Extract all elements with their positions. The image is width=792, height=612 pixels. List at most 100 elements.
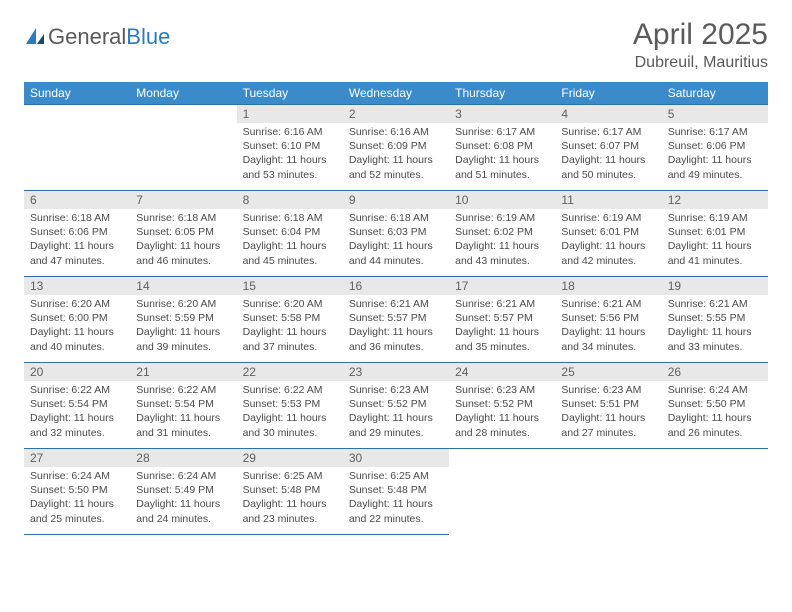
daylight-text: Daylight: 11 hours <box>668 239 762 253</box>
daylight-text: Daylight: 11 hours <box>349 153 443 167</box>
sunset-text: Sunset: 5:54 PM <box>136 397 230 411</box>
calendar-cell: 16Sunrise: 6:21 AMSunset: 5:57 PMDayligh… <box>343 277 449 363</box>
day-details: Sunrise: 6:17 AMSunset: 6:07 PMDaylight:… <box>555 123 661 186</box>
day-details: Sunrise: 6:24 AMSunset: 5:49 PMDaylight:… <box>130 467 236 530</box>
daylight-text: Daylight: 11 hours <box>561 411 655 425</box>
calendar-cell <box>555 449 661 535</box>
day-details: Sunrise: 6:19 AMSunset: 6:01 PMDaylight:… <box>555 209 661 272</box>
calendar-cell: 25Sunrise: 6:23 AMSunset: 5:51 PMDayligh… <box>555 363 661 449</box>
sunset-text: Sunset: 5:50 PM <box>30 483 124 497</box>
sunrise-text: Sunrise: 6:24 AM <box>668 383 762 397</box>
sunrise-text: Sunrise: 6:17 AM <box>455 125 549 139</box>
sunrise-text: Sunrise: 6:20 AM <box>30 297 124 311</box>
day-number: 21 <box>130 363 236 381</box>
calendar-cell: 26Sunrise: 6:24 AMSunset: 5:50 PMDayligh… <box>662 363 768 449</box>
daylight-text: Daylight: 11 hours <box>243 497 337 511</box>
weekday-header: Saturday <box>662 82 768 105</box>
day-details: Sunrise: 6:22 AMSunset: 5:54 PMDaylight:… <box>130 381 236 444</box>
daylight-text: Daylight: 11 hours <box>30 325 124 339</box>
calendar-cell: 29Sunrise: 6:25 AMSunset: 5:48 PMDayligh… <box>237 449 343 535</box>
weekday-header: Friday <box>555 82 661 105</box>
day-details: Sunrise: 6:23 AMSunset: 5:52 PMDaylight:… <box>343 381 449 444</box>
day-number: 28 <box>130 449 236 467</box>
daylight-text: Daylight: 11 hours <box>243 239 337 253</box>
sunset-text: Sunset: 5:52 PM <box>455 397 549 411</box>
daylight-text-2: and 40 minutes. <box>30 340 124 354</box>
daylight-text: Daylight: 11 hours <box>136 325 230 339</box>
weekday-header: Wednesday <box>343 82 449 105</box>
day-details: Sunrise: 6:23 AMSunset: 5:52 PMDaylight:… <box>449 381 555 444</box>
calendar-cell <box>24 105 130 191</box>
daylight-text-2: and 36 minutes. <box>349 340 443 354</box>
day-details: Sunrise: 6:19 AMSunset: 6:01 PMDaylight:… <box>662 209 768 272</box>
sunset-text: Sunset: 5:51 PM <box>561 397 655 411</box>
sunrise-text: Sunrise: 6:23 AM <box>455 383 549 397</box>
weekday-header-row: Sunday Monday Tuesday Wednesday Thursday… <box>24 82 768 105</box>
sunrise-text: Sunrise: 6:17 AM <box>668 125 762 139</box>
calendar-cell: 5Sunrise: 6:17 AMSunset: 6:06 PMDaylight… <box>662 105 768 191</box>
sunrise-text: Sunrise: 6:18 AM <box>136 211 230 225</box>
day-number: 8 <box>237 191 343 209</box>
daylight-text-2: and 29 minutes. <box>349 426 443 440</box>
calendar-row: 20Sunrise: 6:22 AMSunset: 5:54 PMDayligh… <box>24 363 768 449</box>
daylight-text-2: and 44 minutes. <box>349 254 443 268</box>
calendar-cell: 27Sunrise: 6:24 AMSunset: 5:50 PMDayligh… <box>24 449 130 535</box>
weekday-header: Monday <box>130 82 236 105</box>
sunset-text: Sunset: 5:59 PM <box>136 311 230 325</box>
day-details: Sunrise: 6:21 AMSunset: 5:55 PMDaylight:… <box>662 295 768 358</box>
sunset-text: Sunset: 6:00 PM <box>30 311 124 325</box>
daylight-text-2: and 43 minutes. <box>455 254 549 268</box>
logo: GeneralBlue <box>24 18 170 50</box>
sunset-text: Sunset: 6:07 PM <box>561 139 655 153</box>
calendar-cell: 18Sunrise: 6:21 AMSunset: 5:56 PMDayligh… <box>555 277 661 363</box>
daylight-text-2: and 25 minutes. <box>30 512 124 526</box>
daylight-text-2: and 37 minutes. <box>243 340 337 354</box>
daylight-text-2: and 53 minutes. <box>243 168 337 182</box>
sunrise-text: Sunrise: 6:19 AM <box>668 211 762 225</box>
day-details: Sunrise: 6:17 AMSunset: 6:08 PMDaylight:… <box>449 123 555 186</box>
day-details: Sunrise: 6:16 AMSunset: 6:09 PMDaylight:… <box>343 123 449 186</box>
day-details: Sunrise: 6:21 AMSunset: 5:57 PMDaylight:… <box>449 295 555 358</box>
sunrise-text: Sunrise: 6:21 AM <box>668 297 762 311</box>
daylight-text-2: and 45 minutes. <box>243 254 337 268</box>
daylight-text-2: and 51 minutes. <box>455 168 549 182</box>
day-details: Sunrise: 6:20 AMSunset: 5:58 PMDaylight:… <box>237 295 343 358</box>
day-number: 5 <box>662 105 768 123</box>
sunset-text: Sunset: 5:58 PM <box>243 311 337 325</box>
daylight-text-2: and 32 minutes. <box>30 426 124 440</box>
daylight-text-2: and 42 minutes. <box>561 254 655 268</box>
daylight-text: Daylight: 11 hours <box>349 239 443 253</box>
day-number: 22 <box>237 363 343 381</box>
logo-part1: General <box>48 24 126 49</box>
daylight-text: Daylight: 11 hours <box>30 239 124 253</box>
calendar-cell: 6Sunrise: 6:18 AMSunset: 6:06 PMDaylight… <box>24 191 130 277</box>
daylight-text-2: and 33 minutes. <box>668 340 762 354</box>
calendar-cell: 19Sunrise: 6:21 AMSunset: 5:55 PMDayligh… <box>662 277 768 363</box>
day-number: 18 <box>555 277 661 295</box>
calendar-cell: 11Sunrise: 6:19 AMSunset: 6:01 PMDayligh… <box>555 191 661 277</box>
sunrise-text: Sunrise: 6:24 AM <box>30 469 124 483</box>
daylight-text: Daylight: 11 hours <box>668 325 762 339</box>
daylight-text-2: and 41 minutes. <box>668 254 762 268</box>
daylight-text-2: and 23 minutes. <box>243 512 337 526</box>
sunset-text: Sunset: 5:57 PM <box>349 311 443 325</box>
daylight-text: Daylight: 11 hours <box>243 325 337 339</box>
sunrise-text: Sunrise: 6:21 AM <box>561 297 655 311</box>
calendar-body: 1Sunrise: 6:16 AMSunset: 6:10 PMDaylight… <box>24 105 768 535</box>
daylight-text: Daylight: 11 hours <box>136 411 230 425</box>
day-number: 17 <box>449 277 555 295</box>
day-details: Sunrise: 6:23 AMSunset: 5:51 PMDaylight:… <box>555 381 661 444</box>
daylight-text-2: and 49 minutes. <box>668 168 762 182</box>
title-block: April 2025 Dubreuil, Mauritius <box>633 18 768 72</box>
logo-part2: Blue <box>126 24 170 49</box>
day-number: 20 <box>24 363 130 381</box>
sunrise-text: Sunrise: 6:24 AM <box>136 469 230 483</box>
day-details: Sunrise: 6:18 AMSunset: 6:04 PMDaylight:… <box>237 209 343 272</box>
header: GeneralBlue April 2025 Dubreuil, Mauriti… <box>24 18 768 72</box>
weekday-header: Sunday <box>24 82 130 105</box>
day-number: 6 <box>24 191 130 209</box>
sunset-text: Sunset: 6:08 PM <box>455 139 549 153</box>
day-number: 29 <box>237 449 343 467</box>
calendar-cell: 21Sunrise: 6:22 AMSunset: 5:54 PMDayligh… <box>130 363 236 449</box>
daylight-text-2: and 30 minutes. <box>243 426 337 440</box>
